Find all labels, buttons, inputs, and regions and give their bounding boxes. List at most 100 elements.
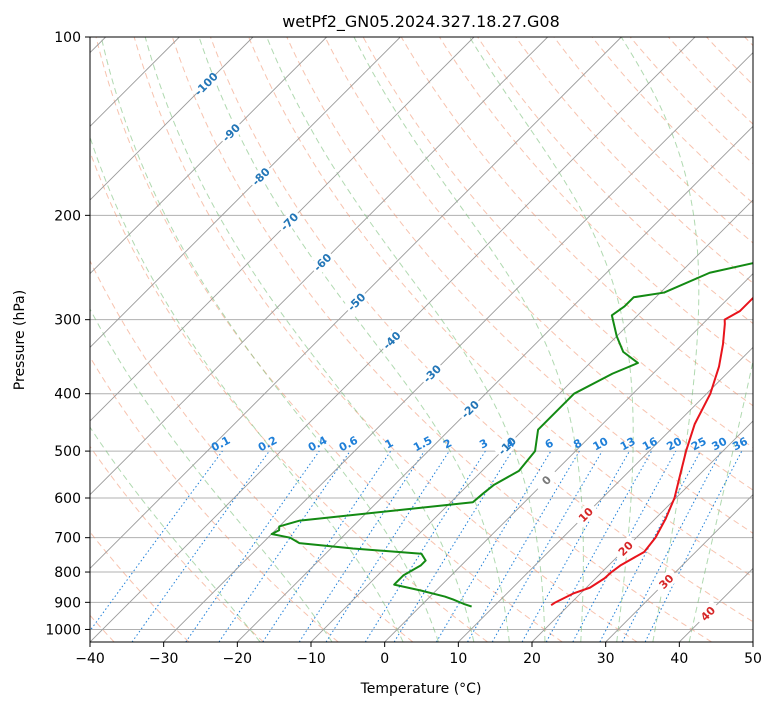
isotherm-line bbox=[237, 125, 753, 642]
isotherm-line bbox=[90, 37, 327, 275]
x-tick-label: −10 bbox=[296, 651, 326, 667]
isotherm-label-bg bbox=[456, 395, 484, 423]
isotherm-line bbox=[90, 37, 548, 496]
y-tick-label: 100 bbox=[54, 30, 81, 46]
y-tick-label: 400 bbox=[54, 387, 81, 403]
moist-adiabat-line bbox=[620, 37, 700, 642]
temperature-line bbox=[550, 296, 753, 607]
dry-adiabat-line bbox=[515, 37, 753, 284]
isotherm-line bbox=[531, 420, 753, 642]
mixing-ratio-line bbox=[393, 450, 513, 642]
moist-adiabat-line bbox=[353, 37, 584, 642]
y-tick-label: 300 bbox=[54, 313, 81, 329]
isotherm-label-bg bbox=[572, 501, 600, 529]
y-axis-label: Pressure (hPa) bbox=[12, 290, 28, 390]
x-tick-label: −20 bbox=[223, 651, 253, 667]
moist-adiabat-line bbox=[144, 37, 475, 642]
dry-adiabat-line bbox=[744, 37, 753, 47]
mixing-ratio-line bbox=[131, 450, 270, 642]
mixing-ratio-label: 13 bbox=[618, 435, 638, 454]
mixing-ratio-line bbox=[298, 450, 425, 642]
dry-adiabat-line bbox=[668, 37, 753, 125]
y-tick-label: 500 bbox=[54, 444, 81, 460]
y-tick-label: 800 bbox=[54, 565, 81, 581]
mixing-ratio-label: 3 bbox=[477, 436, 490, 451]
y-tick-label: 700 bbox=[54, 531, 81, 547]
mixing-ratio-line bbox=[218, 450, 351, 642]
x-tick-label: 10 bbox=[449, 651, 467, 667]
x-tick-label: −30 bbox=[149, 651, 179, 667]
isotherm-line bbox=[752, 641, 753, 642]
dry-adiabat-line bbox=[90, 259, 414, 642]
y-tick-label: 600 bbox=[54, 491, 81, 507]
isotherm-label-bg bbox=[652, 568, 680, 595]
y-tick-label: 1000 bbox=[45, 622, 81, 638]
isotherm-line bbox=[90, 37, 475, 422]
isotherm-label-bg bbox=[192, 70, 220, 98]
isotherm-label-bg bbox=[342, 288, 370, 316]
sounding-traces bbox=[270, 262, 753, 608]
moist-adiabat-line bbox=[100, 37, 439, 642]
mixing-ratio-label: 16 bbox=[640, 435, 660, 454]
isotherm-label-bg bbox=[694, 600, 722, 627]
x-tick-label: −40 bbox=[75, 651, 105, 667]
isotherm-label: -100 bbox=[192, 70, 221, 99]
dry-adiabat-line bbox=[324, 37, 753, 491]
isotherm-label-bg bbox=[418, 360, 446, 388]
isotherm-label-bg bbox=[378, 326, 406, 354]
dry-adiabat-line bbox=[591, 37, 753, 204]
dry-adiabat-line bbox=[90, 531, 190, 642]
y-tick-label: 900 bbox=[54, 595, 81, 611]
mixing-ratio-line bbox=[185, 450, 320, 642]
moist-adiabat-line bbox=[90, 135, 404, 642]
x-axis-label: Temperature (°C) bbox=[360, 681, 482, 697]
x-axis-ticks: −40 −30 −20 −10 0 10 20 30 40 50 bbox=[75, 642, 762, 667]
mixing-ratio-line bbox=[325, 450, 450, 642]
isotherm-line bbox=[90, 37, 622, 569]
mixing-ratio-label: 2 bbox=[441, 436, 454, 451]
dry-adiabat-line bbox=[90, 356, 339, 642]
moist-adiabat-line bbox=[469, 37, 634, 642]
isotherm-line bbox=[679, 567, 753, 642]
moist-adiabat-line bbox=[90, 308, 333, 642]
isotherm-label-bg bbox=[532, 466, 560, 494]
dry-adiabat-line bbox=[629, 37, 753, 165]
mixing-ratio-line bbox=[521, 450, 630, 642]
mixing-ratio-line bbox=[90, 450, 223, 632]
mixing-ratio-label: 25 bbox=[689, 435, 709, 454]
dry-adiabat-line bbox=[90, 150, 488, 642]
dry-adiabat-line bbox=[133, 37, 638, 642]
isotherm-line bbox=[90, 37, 401, 348]
dry-adiabat-line bbox=[171, 37, 712, 642]
mixing-ratio-label: 36 bbox=[730, 435, 750, 454]
dry-adiabat-line bbox=[477, 37, 753, 325]
moist-adiabat-line bbox=[688, 358, 753, 642]
y-axis-ticks: 100 200 300 400 500 600 700 800 900 1000 bbox=[45, 30, 90, 638]
dry-adiabat-line bbox=[95, 37, 563, 642]
dry-adiabat-line bbox=[553, 37, 753, 244]
mixing-ratio-labels: 0.1 0.2 0.4 0.6 1 1.5 2 3 4 6 8 10 13 16 20 25 30 36 bbox=[209, 434, 750, 455]
y-tick-label: 200 bbox=[54, 208, 81, 224]
mixing-ratio-line bbox=[467, 450, 580, 642]
isotherms bbox=[90, 37, 753, 642]
dry-adiabat-line bbox=[706, 37, 753, 86]
mixing-ratio-label: 10 bbox=[591, 435, 611, 454]
chart-title: wetPf2_GN05.2024.327.18.27.G08 bbox=[282, 12, 560, 32]
isotherm-label-bg bbox=[247, 163, 275, 190]
pressure-gridlines bbox=[90, 37, 753, 630]
mixing-ratio-label: 20 bbox=[664, 435, 684, 454]
isotherm-line bbox=[458, 346, 753, 642]
x-tick-label: 30 bbox=[597, 651, 615, 667]
plot-frame bbox=[89, 36, 754, 643]
moist-adiabat-line bbox=[266, 37, 546, 642]
isotherm-label-bg bbox=[275, 208, 303, 236]
isotherm-line bbox=[605, 494, 753, 642]
x-tick-label: 40 bbox=[670, 651, 688, 667]
dry-adiabat-line bbox=[400, 37, 753, 407]
isotherm-label-bg bbox=[217, 119, 245, 147]
isotherm-line bbox=[90, 37, 254, 201]
dewpoint-line bbox=[270, 262, 753, 608]
x-tick-label: 20 bbox=[523, 651, 541, 667]
